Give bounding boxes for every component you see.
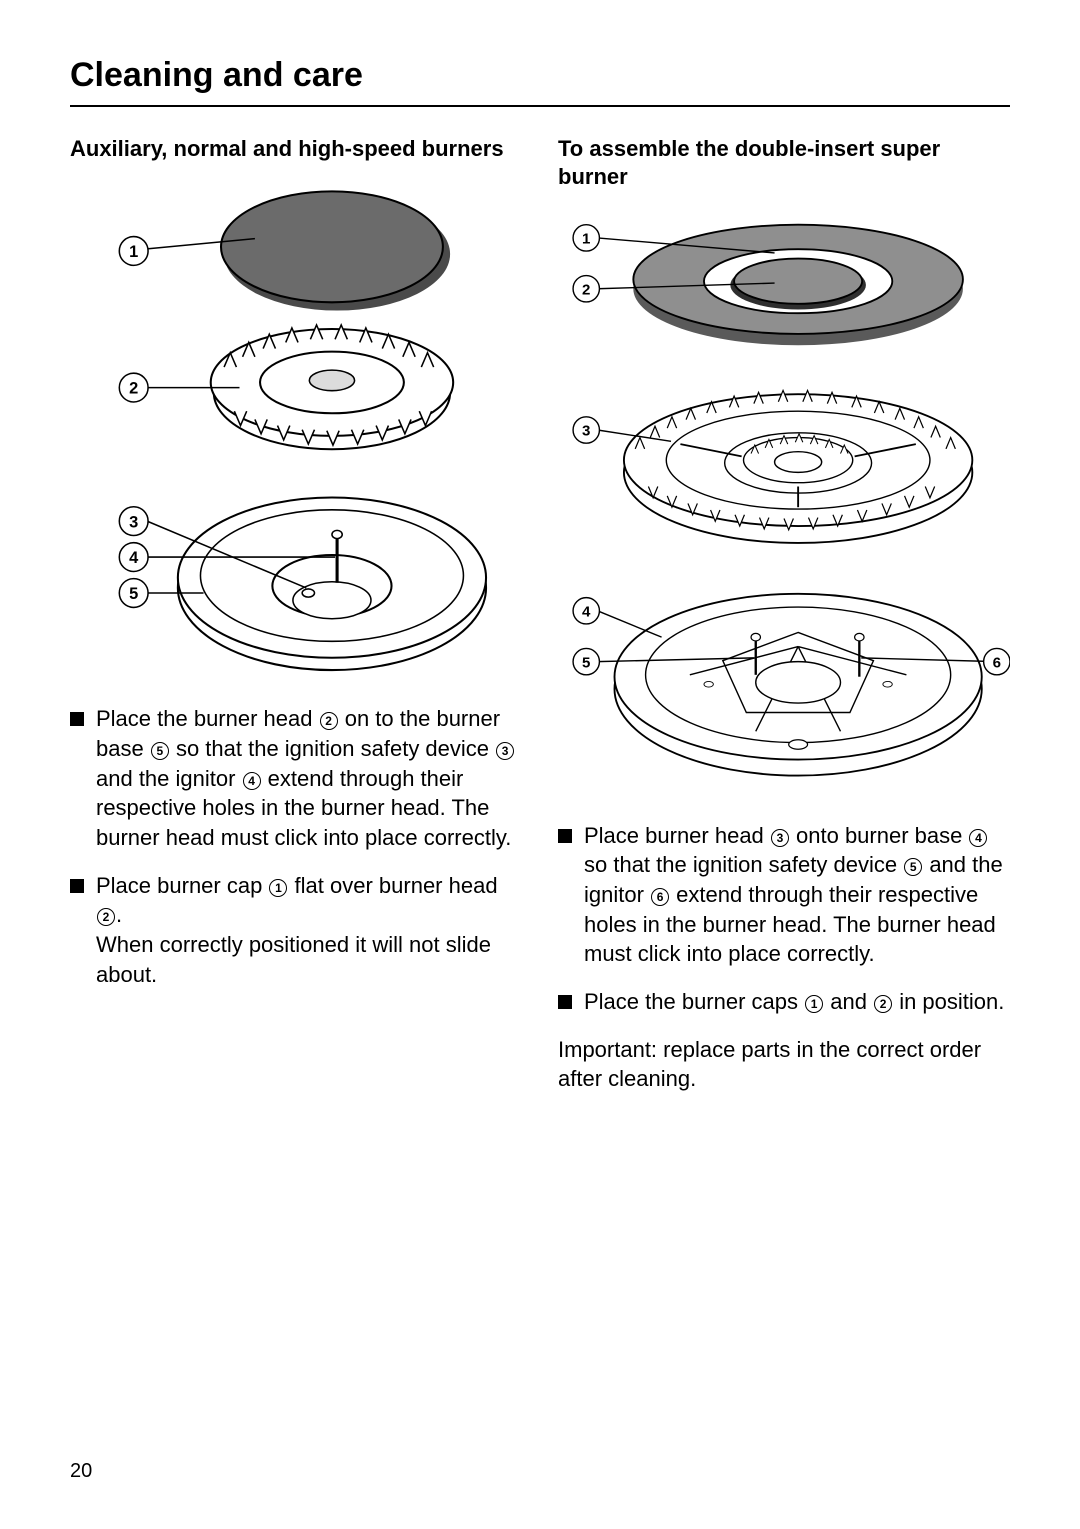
content-columns: Auxiliary, normal and high-speed burners: [70, 135, 1010, 1112]
left-step-2: Place burner cap 1 flat over burner head…: [70, 871, 522, 990]
right-label-1: 1: [582, 231, 590, 248]
left-label-5: 5: [129, 585, 138, 603]
right-column: To assemble the double-insert super burn…: [558, 135, 1010, 1112]
right-note: Important: replace parts in the correct …: [558, 1035, 1010, 1094]
bullet-icon: [558, 995, 572, 1009]
right-step-1: Place burner head 3 onto burner base 4 s…: [558, 821, 1010, 969]
left-label-3: 3: [129, 513, 138, 531]
left-label-4: 4: [129, 549, 139, 567]
right-step-2: Place the burner caps 1 and 2 in positio…: [558, 987, 1010, 1017]
right-label-5: 5: [582, 654, 590, 671]
bullet-icon: [70, 879, 84, 893]
page-title: Cleaning and care: [70, 56, 1010, 107]
right-instructions: Place burner head 3 onto burner base 4 s…: [558, 821, 1010, 1095]
right-diagram: 1 2 3 4 5 6: [558, 204, 1010, 807]
right-label-4: 4: [582, 603, 591, 620]
bullet-icon: [558, 829, 572, 843]
left-label-1: 1: [129, 243, 138, 261]
left-heading: Auxiliary, normal and high-speed burners: [70, 135, 522, 163]
right-label-6: 6: [993, 654, 1001, 671]
left-label-2: 2: [129, 379, 138, 397]
right-label-3: 3: [582, 423, 590, 440]
left-step-1: Place the burner head 2 on to the burner…: [70, 704, 522, 852]
bullet-icon: [70, 712, 84, 726]
left-column: Auxiliary, normal and high-speed burners: [70, 135, 522, 1112]
left-instructions: Place the burner head 2 on to the burner…: [70, 704, 522, 989]
left-diagram: 1 2 3 4 5: [70, 177, 522, 691]
page-number: 20: [70, 1460, 92, 1483]
right-label-2: 2: [582, 281, 590, 298]
right-heading: To assemble the double-insert super burn…: [558, 135, 1010, 190]
